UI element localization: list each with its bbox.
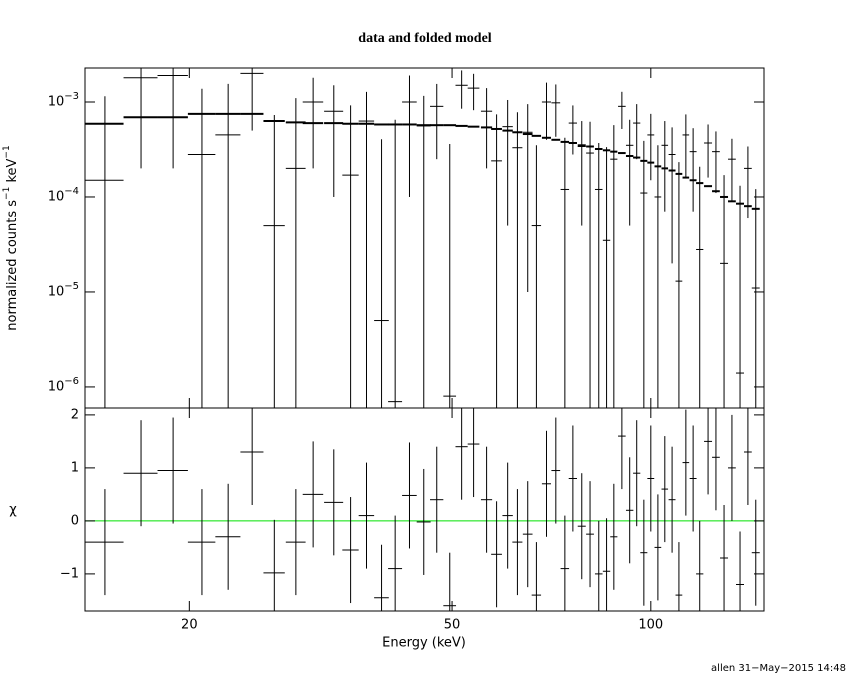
plot-frame	[84, 407, 765, 612]
plot-frame	[84, 67, 765, 409]
y-axis-label: χ	[9, 503, 17, 518]
y-tick-label: 10−4	[48, 186, 79, 205]
x-tick-label: 100	[638, 618, 663, 633]
y-tick-label: 10−5	[48, 281, 79, 300]
y-tick-label: 10−3	[48, 91, 79, 110]
y-tick-label: 10−6	[48, 376, 79, 395]
chart-title: data and folded model	[358, 31, 492, 46]
y-tick-label: 2	[71, 407, 79, 422]
plot-area	[85, 68, 760, 408]
y-axis-label: normalized counts s−1 keV−1	[2, 145, 20, 330]
footer: allen 31−May−2015 14:48	[711, 663, 846, 674]
y-tick-label: 0	[71, 513, 79, 528]
y-tick-label: −1	[60, 566, 79, 581]
y-tick-label: 1	[71, 460, 79, 475]
x-axis-label: Energy (keV)	[382, 636, 466, 651]
x-tick-label: 20	[181, 618, 198, 633]
plot-area	[85, 408, 764, 611]
x-tick-label: 50	[444, 618, 461, 633]
